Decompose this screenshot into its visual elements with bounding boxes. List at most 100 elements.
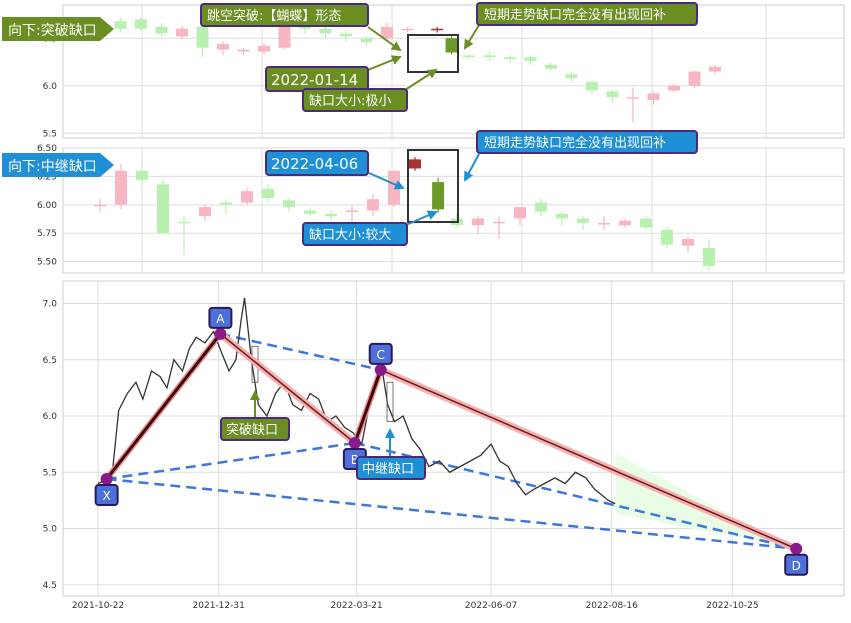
middle-candle [199,207,211,217]
top-candle [586,81,598,91]
top-panel-frame [62,4,845,139]
top-tag-label: 向下:突破缺口 [8,23,97,39]
middle-candle [367,199,379,211]
middle-candle [556,213,568,219]
top-candle [668,85,680,91]
bottom-ytick-label: 6.0 [43,412,58,422]
trend-line-x-b [106,441,356,481]
top-candle [319,28,332,34]
bottom-xtick-label: 2022-08-16 [586,601,639,611]
bottom-xtick-label: 2021-10-22 [72,601,124,611]
middle-ytick-label: 6.50 [37,144,57,154]
top-tag-shape [2,17,114,41]
middle-candle [598,223,610,225]
top-ytick-label: 5.5 [43,129,57,139]
channel-fill [615,453,797,549]
wave-leg-x-a [105,332,222,480]
bottom-xtick-label: 2022-03-21 [330,601,382,611]
point-label-x: X [103,489,111,503]
middle-candle [346,210,358,212]
middle-candle [136,170,148,180]
middle-candle [241,191,253,203]
point-marker-b [348,437,361,449]
gap-size-label-mid: 缺口大小:较大 [309,228,391,243]
middle-panel-frame [62,147,845,274]
bottom-ytick-label: 7.0 [43,300,58,310]
middle-candle [388,170,400,205]
top-candle [647,93,660,100]
top-candle [401,28,414,31]
note-box-mid [476,130,698,154]
breakaway-label: 突破缺口 [226,422,278,438]
bottom-xtick-label: 2021-12-31 [193,601,245,611]
point-marker-d [790,542,803,555]
bottom-xtick-label: 2022-06-07 [465,601,517,611]
bottom-xtick-label: 2022-10-25 [706,601,758,611]
bottom-ytick-label: 4.5 [43,581,57,591]
arrow-pattern [367,26,402,52]
trend-line-b-d [354,441,797,550]
arrow-note [463,24,480,50]
middle-candle [178,221,190,224]
top-gap-candle [445,38,458,53]
arrow-date-mid [368,172,405,190]
middle-gap-candle [432,182,445,210]
top-candle [688,71,701,86]
runaway-gap-rect [386,381,394,423]
date-label-mid: 2022-04-06 [271,155,358,173]
middle-candle [115,170,127,205]
bottom-panel-frame [62,280,845,597]
gap-size-box-mid [302,222,408,246]
wave-leg-a-b [219,333,356,444]
top-candle [524,57,537,62]
middle-tag-label: 向下:中继缺口 [8,159,97,175]
trend-line-a-c [220,332,382,372]
note-box-top [476,2,698,26]
top-candle [237,49,250,52]
point-label-box-a [208,306,233,329]
date-box-mid [265,150,369,176]
middle-annotations: 向下:中继缺口 2022-04-06 缺口大小:较大 短期走势缺口完全没有出现回… [2,130,698,246]
middle-candle [619,220,631,226]
middle-candles [94,157,715,271]
arrow-date [367,55,402,71]
top-candle [463,55,475,58]
top-candle [606,91,619,98]
middle-candle [262,188,274,198]
middle-gap-candle [409,159,421,169]
arrow-note-mid [464,153,480,182]
trend-line-x-d [106,477,797,550]
arrow-gap-size [404,68,438,91]
note-label-mid: 短期走势缺口完全没有出现回补 [484,135,666,151]
runaway-box [356,456,426,480]
top-candle [709,66,721,72]
middle-candle [640,218,652,228]
middle-candle [514,207,526,219]
pattern-label: 跳空突破:【蝴蝶】形态 [207,8,341,24]
note-label-top: 短期走势缺口完全没有出现回补 [484,7,666,23]
middle-candle [703,248,715,267]
runaway-label: 中继缺口 [362,462,414,477]
bottom-gap-labels: 突破缺口 中继缺口 [220,390,426,480]
middle-candle [493,221,505,224]
middle-ytick-label: 6.00 [37,201,57,211]
top-candle [258,45,270,52]
middle-candle [220,202,232,205]
bottom-ytick-label: 5.0 [43,525,58,535]
breakaway-box [220,417,290,441]
point-label-box-d [784,553,809,576]
arrow-gap-size-mid [405,210,438,226]
middle-candle [661,229,673,245]
top-candle [135,19,147,29]
middle-candle [535,202,547,212]
top-ytick-label: 6.0 [43,82,58,92]
top-candle [545,64,557,69]
middle-candle [472,218,484,226]
top-candle [114,21,127,29]
top-candle [565,74,578,79]
top-candle [360,38,373,43]
wave-leg-c-d [380,369,797,550]
top-candle [627,97,639,99]
